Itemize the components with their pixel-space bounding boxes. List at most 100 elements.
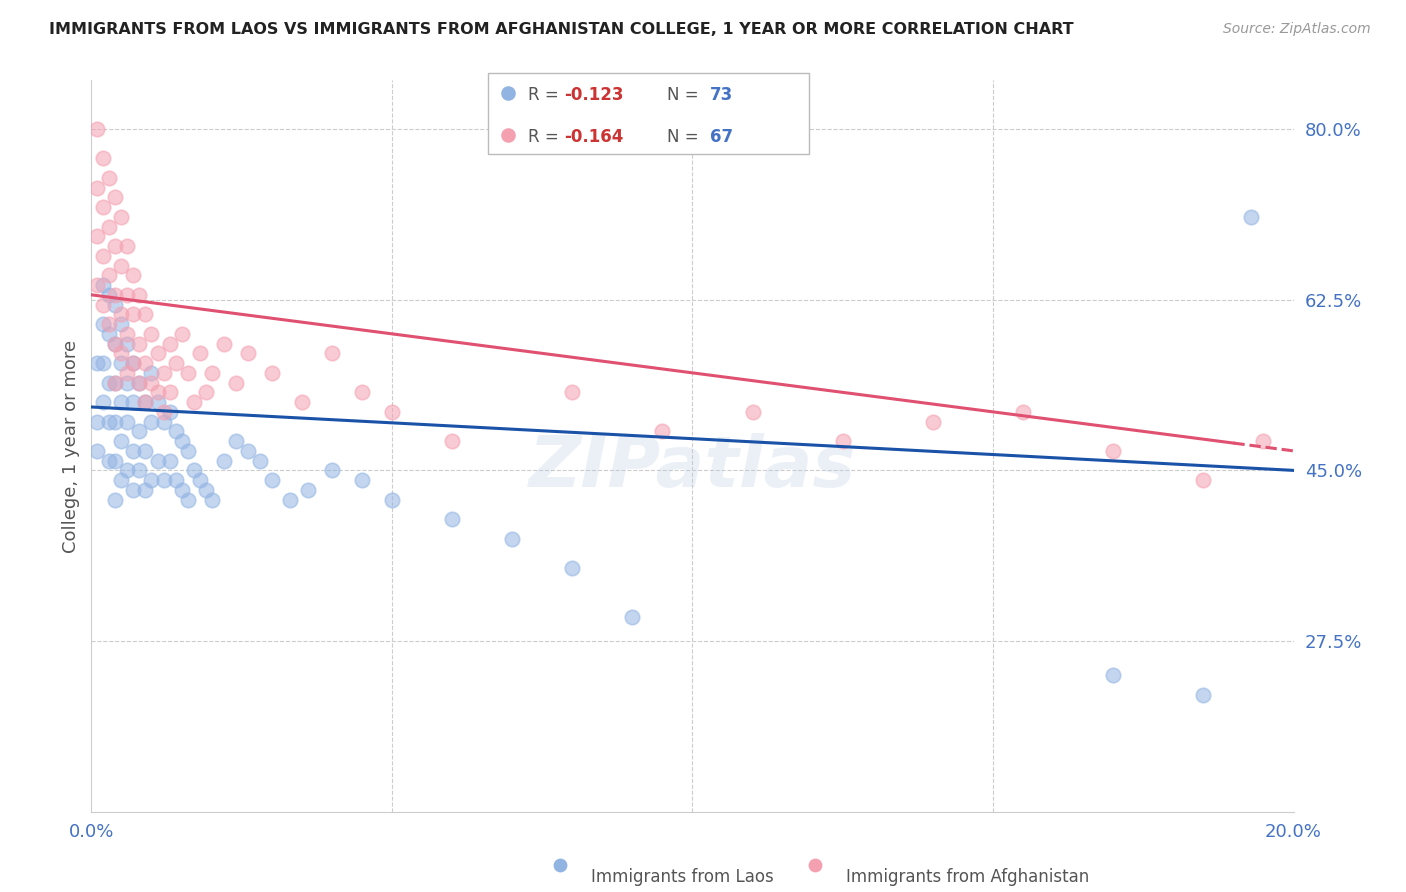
Point (117, 336, 139, 351)
Point (110, 346, 132, 360)
Point (321, 463, 343, 477)
Text: ZIPatlas: ZIPatlas (529, 434, 856, 502)
Point (170, 434, 193, 449)
Point (170, 483, 193, 497)
Point (110, 307, 132, 321)
Point (146, 346, 169, 360)
Point (159, 385, 181, 400)
Point (165, 473, 187, 487)
Point (110, 317, 132, 331)
Point (141, 366, 163, 380)
Y-axis label: College, 1 year or more: College, 1 year or more (62, 340, 80, 552)
Point (651, 425, 673, 439)
Point (146, 385, 169, 400)
Point (104, 288, 127, 302)
Point (152, 405, 174, 419)
Point (236, 346, 259, 360)
Point (176, 366, 198, 380)
Point (104, 415, 127, 429)
Point (110, 473, 132, 487)
Point (804, 858, 827, 872)
Point (128, 463, 150, 477)
Text: R =: R = (529, 86, 564, 103)
Point (621, 609, 644, 624)
Point (98, 376, 121, 390)
Point (194, 483, 217, 497)
Point (98, 219, 121, 234)
Point (104, 297, 127, 311)
Point (236, 443, 259, 458)
Point (1192, 688, 1215, 702)
Point (176, 492, 198, 507)
Point (1253, 434, 1275, 449)
Point (152, 366, 174, 380)
Point (1240, 210, 1263, 224)
Point (93, 317, 115, 331)
Point (117, 463, 139, 477)
Text: N =: N = (666, 86, 703, 103)
Point (98, 288, 121, 302)
Point (128, 376, 150, 390)
Point (561, 385, 583, 400)
Point (93, 395, 115, 409)
Point (104, 376, 127, 390)
Point (98, 317, 121, 331)
Point (496, 128, 519, 142)
Point (104, 336, 127, 351)
Point (165, 425, 187, 439)
Point (134, 443, 156, 458)
Point (548, 858, 571, 872)
Point (117, 326, 139, 341)
Point (1102, 443, 1125, 458)
Point (141, 376, 163, 390)
Point (134, 483, 156, 497)
Point (104, 190, 127, 204)
Point (922, 415, 945, 429)
Point (104, 376, 127, 390)
Point (122, 395, 145, 409)
Point (170, 326, 193, 341)
Point (98, 268, 121, 283)
Point (93, 297, 115, 311)
Point (201, 366, 224, 380)
Point (201, 492, 224, 507)
Point (117, 415, 139, 429)
Text: -0.123: -0.123 (564, 86, 624, 103)
Point (225, 434, 247, 449)
Point (212, 453, 235, 467)
Point (104, 239, 127, 253)
Point (86, 229, 108, 244)
Point (225, 376, 247, 390)
Point (93, 249, 115, 263)
Point (321, 346, 343, 360)
Point (194, 385, 217, 400)
Point (122, 356, 145, 370)
Text: 73: 73 (710, 86, 733, 103)
Point (134, 307, 156, 321)
Point (188, 473, 211, 487)
Point (128, 425, 150, 439)
Text: N =: N = (666, 128, 703, 146)
Point (134, 356, 156, 370)
Point (1102, 668, 1125, 682)
Point (122, 307, 145, 321)
Point (134, 395, 156, 409)
Point (122, 356, 145, 370)
Point (122, 268, 145, 283)
Point (501, 532, 523, 546)
Point (86, 278, 108, 293)
Point (350, 385, 373, 400)
Text: Source: ZipAtlas.com: Source: ZipAtlas.com (1223, 22, 1371, 37)
Point (122, 483, 145, 497)
Point (183, 395, 205, 409)
Point (212, 336, 235, 351)
Point (117, 239, 139, 253)
Point (159, 453, 181, 467)
Point (128, 336, 150, 351)
Point (260, 473, 283, 487)
Point (86, 415, 108, 429)
Point (188, 346, 211, 360)
Point (152, 473, 174, 487)
Point (98, 170, 121, 185)
Point (86, 180, 108, 194)
